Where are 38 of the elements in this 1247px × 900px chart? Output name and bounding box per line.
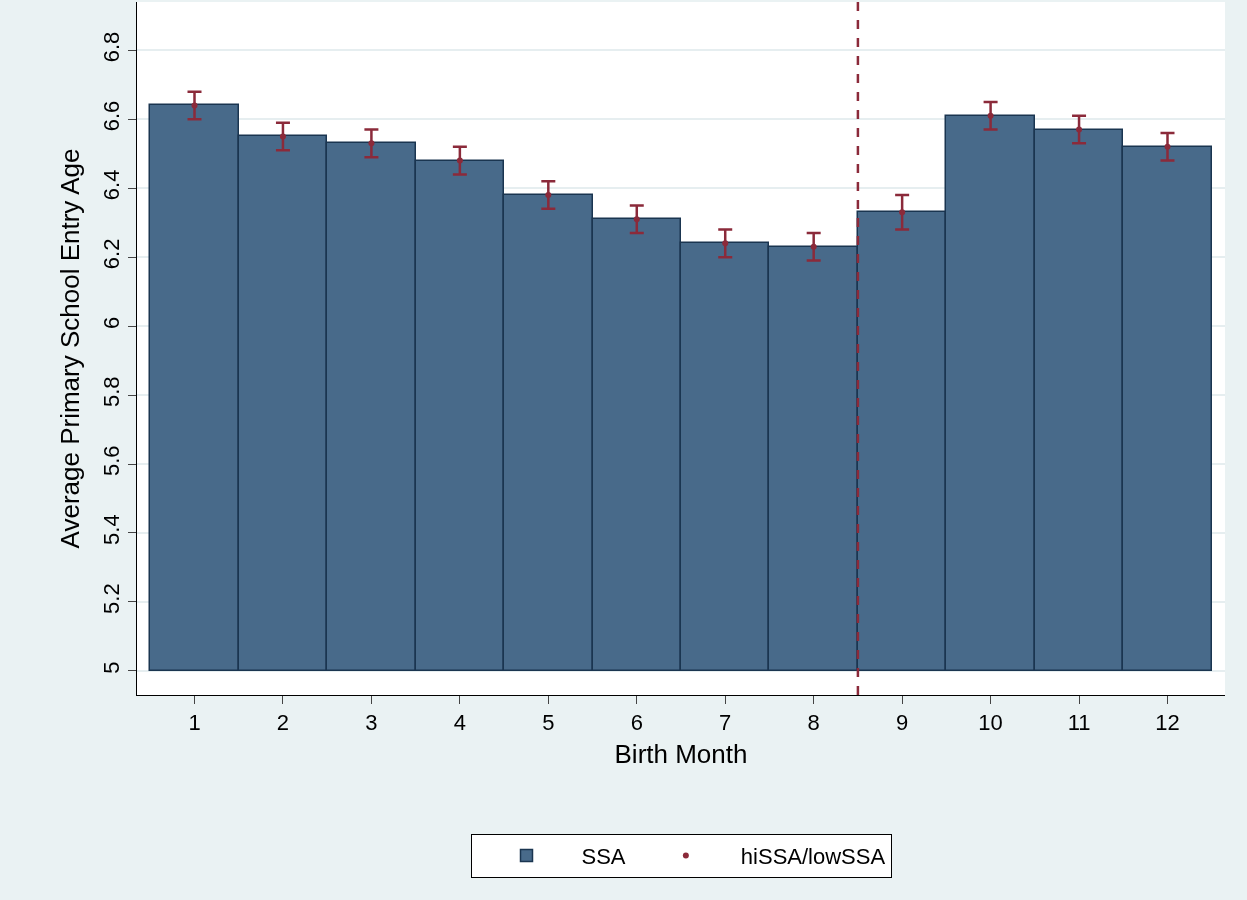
x-tick-label: 11 xyxy=(1067,710,1091,736)
x-tick-label: 10 xyxy=(978,710,1003,736)
y-tick-label: 5.2 xyxy=(99,583,125,614)
x-tick-label: 6 xyxy=(630,710,643,736)
point xyxy=(899,209,906,216)
point xyxy=(456,157,463,164)
point xyxy=(1164,143,1171,150)
point xyxy=(279,133,286,140)
y-axis-title: Average Primary School Entry Age xyxy=(54,148,85,549)
point xyxy=(1076,126,1083,133)
x-tick-label: 3 xyxy=(365,710,378,736)
x-axis-title: Birth Month xyxy=(614,739,748,770)
y-tick-label: 6.4 xyxy=(99,169,125,201)
point xyxy=(722,240,729,247)
y-tick-label: 6.6 xyxy=(99,100,125,132)
y-tick-label: 5.4 xyxy=(99,514,125,545)
y-tick-label: 5.8 xyxy=(99,376,125,408)
x-tick-label: 7 xyxy=(719,710,732,736)
y-tick-label: 6.8 xyxy=(99,31,125,63)
y-tick-label: 6 xyxy=(99,316,125,329)
legend-label: hiSSA/lowSSA xyxy=(740,843,886,869)
point xyxy=(545,192,552,199)
x-tick-label: 1 xyxy=(188,710,201,736)
y-tick-label: 6.2 xyxy=(99,238,125,270)
x-tick-label: 4 xyxy=(453,710,466,736)
legend-label: SSA xyxy=(581,843,626,869)
x-tick-label: 12 xyxy=(1155,710,1180,736)
point xyxy=(633,216,640,223)
point xyxy=(810,243,817,250)
y-tick-label: 5.6 xyxy=(99,445,125,476)
x-tick-label: 8 xyxy=(807,710,820,736)
x-tick-label: 5 xyxy=(542,710,555,736)
point xyxy=(987,112,994,119)
x-tick-label: 9 xyxy=(896,710,909,736)
x-tick-label: 2 xyxy=(276,710,290,736)
y-tick-label: 5 xyxy=(99,661,125,674)
point xyxy=(368,140,375,147)
point xyxy=(191,102,198,109)
